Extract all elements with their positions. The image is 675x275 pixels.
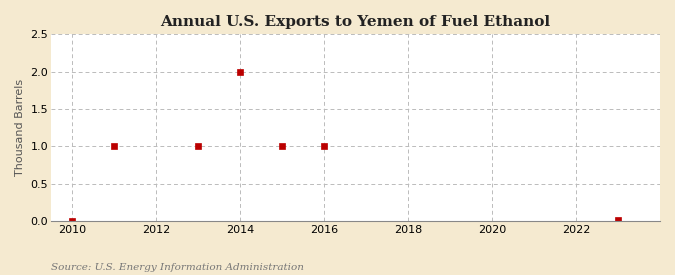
Y-axis label: Thousand Barrels: Thousand Barrels (15, 79, 25, 176)
Title: Annual U.S. Exports to Yemen of Fuel Ethanol: Annual U.S. Exports to Yemen of Fuel Eth… (161, 15, 551, 29)
Text: Source: U.S. Energy Information Administration: Source: U.S. Energy Information Administ… (51, 263, 304, 272)
